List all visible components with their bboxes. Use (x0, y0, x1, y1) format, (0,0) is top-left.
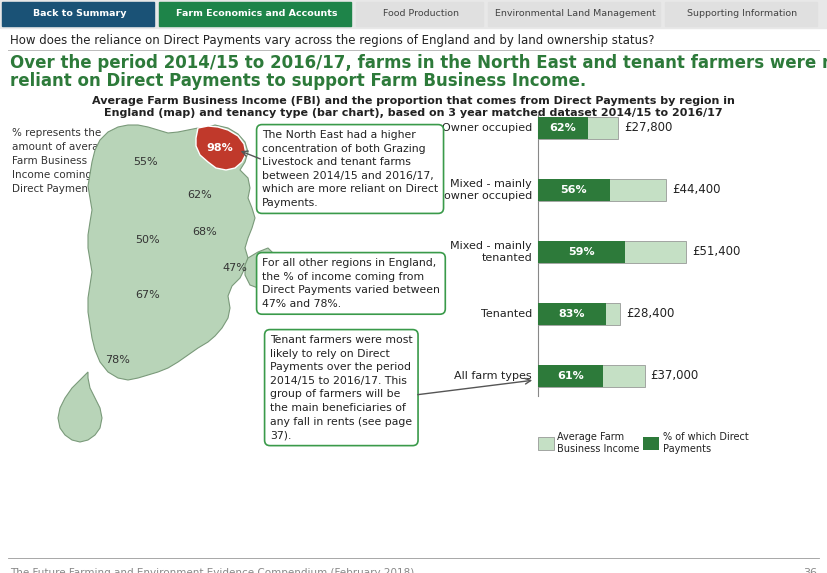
Polygon shape (58, 372, 102, 442)
Text: 83%: 83% (559, 309, 586, 319)
Text: £27,800: £27,800 (624, 121, 672, 135)
Text: The North East had a higher
concentration of both Grazing
Livestock and tenant f: The North East had a higher concentratio… (262, 130, 438, 208)
Text: 67%: 67% (136, 290, 160, 300)
Text: 50%: 50% (136, 235, 160, 245)
Text: 59%: 59% (568, 247, 595, 257)
Text: £28,400: £28,400 (626, 308, 674, 320)
Bar (538, 303, 619, 325)
Text: Average Farm
Business Income: Average Farm Business Income (557, 432, 639, 454)
Bar (538, 241, 686, 263)
Text: Mixed - mainly
tenanted: Mixed - mainly tenanted (450, 241, 532, 263)
Bar (538, 179, 609, 201)
Text: £51,400: £51,400 (692, 245, 740, 258)
Bar (538, 117, 588, 139)
Polygon shape (245, 248, 278, 288)
Bar (538, 179, 666, 201)
Text: £37,000: £37,000 (651, 370, 699, 383)
Bar (0, 0, 827, 28)
Bar (643, 437, 659, 450)
Text: For all other regions in England,
the % of income coming from
Direct Payments va: For all other regions in England, the % … (262, 258, 440, 309)
Bar (665, 2, 817, 26)
Bar (538, 241, 625, 263)
Text: reliant on Direct Payments to support Farm Business Income.: reliant on Direct Payments to support Fa… (10, 72, 586, 90)
Text: Farm Economics and Accounts: Farm Economics and Accounts (176, 10, 337, 18)
Bar (159, 2, 351, 26)
Text: Environmental Land Management: Environmental Land Management (495, 10, 656, 18)
Text: Tenanted: Tenanted (480, 309, 532, 319)
Text: 47%: 47% (222, 263, 247, 273)
Text: 55%: 55% (132, 157, 157, 167)
Polygon shape (196, 126, 246, 170)
Polygon shape (88, 125, 255, 380)
Text: 98%: 98% (207, 143, 233, 153)
Text: Owner occupied: Owner occupied (442, 123, 532, 133)
Text: The Future Farming and Environment Evidence Compendium (February 2018): The Future Farming and Environment Evide… (10, 568, 414, 573)
Bar (538, 437, 554, 450)
Text: % of which Direct
Payments: % of which Direct Payments (663, 432, 748, 454)
Text: England (map) and tenancy type (bar chart), based on 3 year matched dataset 2014: England (map) and tenancy type (bar char… (104, 108, 723, 118)
Bar (538, 365, 603, 387)
Bar (538, 117, 618, 139)
Bar (356, 2, 483, 26)
Text: 62%: 62% (188, 190, 213, 200)
Text: How does the reliance on Direct Payments vary across the regions of England and : How does the reliance on Direct Payments… (10, 34, 654, 47)
Bar (2, 2, 154, 26)
Text: 78%: 78% (106, 355, 131, 365)
Bar (538, 303, 606, 325)
Text: % represents the
amount of average
Farm Business
Income coming from
Direct Payme: % represents the amount of average Farm … (12, 128, 120, 194)
Text: 62%: 62% (549, 123, 576, 133)
Text: All farm types: All farm types (454, 371, 532, 381)
Text: Food Production: Food Production (383, 10, 459, 18)
Text: Over the period 2014/15 to 2016/17, farms in the North East and tenant farmers w: Over the period 2014/15 to 2016/17, farm… (10, 54, 827, 72)
Text: Average Farm Business Income (FBI) and the proportion that comes from Direct Pay: Average Farm Business Income (FBI) and t… (92, 96, 735, 106)
Text: Supporting Information: Supporting Information (687, 10, 797, 18)
Text: Back to Summary: Back to Summary (33, 10, 127, 18)
Text: £44,400: £44,400 (672, 183, 720, 197)
Text: 61%: 61% (557, 371, 584, 381)
Text: 56%: 56% (561, 185, 587, 195)
Text: 36: 36 (803, 568, 817, 573)
Text: Mixed - mainly
owner occupied: Mixed - mainly owner occupied (444, 179, 532, 201)
Bar (538, 365, 644, 387)
Text: Tenant farmers were most
likely to rely on Direct
Payments over the period
2014/: Tenant farmers were most likely to rely … (270, 335, 413, 440)
Text: 68%: 68% (193, 227, 218, 237)
Bar (488, 2, 660, 26)
